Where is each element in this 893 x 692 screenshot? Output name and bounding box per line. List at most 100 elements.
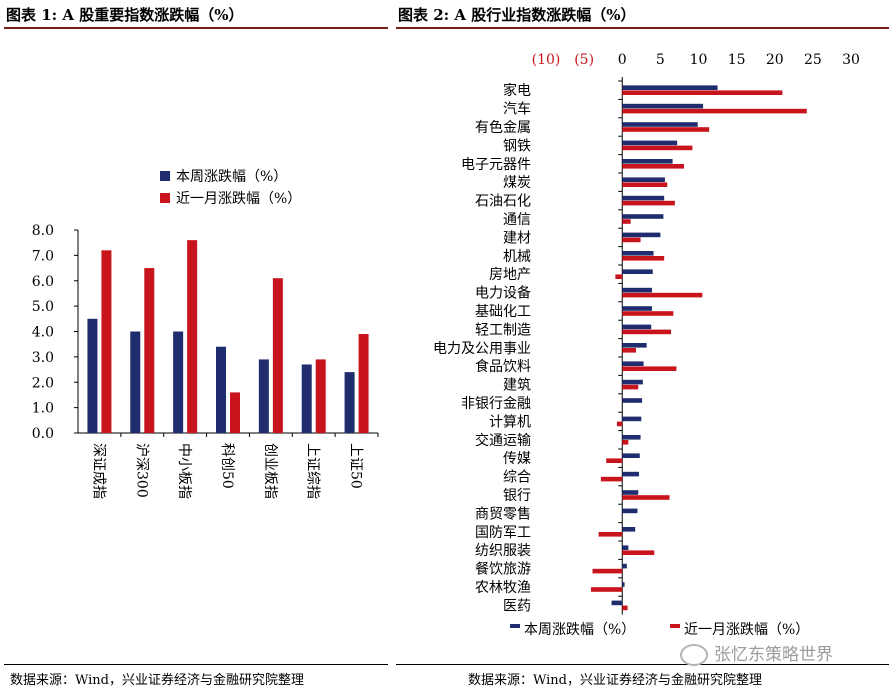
watermark-text: 张忆东策略世界 bbox=[714, 645, 833, 665]
bar-week-16 bbox=[622, 379, 643, 385]
bar-week-17 bbox=[622, 398, 643, 403]
x-tick-label: 创业板指 bbox=[262, 443, 278, 499]
bar-week-21 bbox=[622, 471, 640, 477]
figure1-title: 图表 1: A 股重要指数涨跌幅（%） bbox=[6, 6, 244, 24]
bar-month-26 bbox=[592, 568, 623, 574]
legend-swatch-1 bbox=[670, 624, 680, 628]
bar-month-1 bbox=[144, 268, 155, 433]
x-tick-label: 10 bbox=[690, 52, 708, 68]
category-label: 钢铁 bbox=[503, 138, 531, 154]
category-label: 食品饮料 bbox=[475, 358, 531, 375]
bar-month-28 bbox=[622, 605, 628, 611]
category-label: 汽车 bbox=[503, 101, 531, 118]
y-tick-label: 6.0 bbox=[32, 274, 54, 290]
figure1-bottom-rule bbox=[4, 664, 388, 665]
x-tick-label: 30 bbox=[842, 52, 860, 68]
x-tick-label: 上证综指 bbox=[305, 443, 321, 499]
y-tick-label: 7.0 bbox=[32, 248, 54, 264]
x-tick-label: 25 bbox=[804, 52, 822, 68]
bar-month-16 bbox=[622, 384, 639, 390]
category-label: 餐饮旅游 bbox=[475, 562, 531, 578]
category-label: 轻工制造 bbox=[475, 322, 531, 338]
bar-month-15 bbox=[622, 366, 677, 371]
bar-week-3 bbox=[216, 346, 226, 433]
bar-week-5 bbox=[301, 364, 312, 433]
figure1-source: 数据来源：Wind，兴业证券经济与金融研究院整理 bbox=[10, 673, 304, 688]
category-label: 商贸零售 bbox=[475, 506, 531, 522]
figure1-title-rule bbox=[4, 27, 388, 29]
y-tick-label: 5.0 bbox=[32, 299, 54, 315]
bar-month-10 bbox=[615, 274, 623, 279]
category-label: 医药 bbox=[503, 598, 531, 614]
bar-week-14 bbox=[622, 343, 647, 348]
bar-month-14 bbox=[622, 348, 636, 353]
category-label: 有色金属 bbox=[475, 119, 531, 136]
bar-week-12 bbox=[622, 306, 652, 311]
chart-industry-returns: (10) (5) 0 5 10 15 20 25 30 家电汽车有色金属钢铁电子元器件煤炭石油石化… bbox=[433, 52, 860, 638]
x-tick-label: 上证50 bbox=[348, 443, 364, 489]
legend-label-0: 本周涨跌幅（%） bbox=[176, 169, 287, 185]
x-tick-label: 沪深300 bbox=[133, 443, 149, 498]
category-label: 基础化工 bbox=[475, 303, 531, 320]
bar-week-13 bbox=[622, 324, 652, 330]
legend-swatch-1 bbox=[160, 193, 170, 203]
legend-label-1: 近一月涨跌幅（%） bbox=[684, 622, 809, 638]
y-tick-label: 3.0 bbox=[32, 350, 54, 366]
category-label: 银行 bbox=[503, 488, 531, 504]
bar-week-10 bbox=[622, 269, 653, 274]
figure2-title-rule bbox=[396, 27, 889, 29]
category-label: 计算机 bbox=[489, 414, 531, 430]
category-label: 建材 bbox=[503, 230, 531, 246]
bar-week-3 bbox=[622, 140, 678, 146]
category-label: 通信 bbox=[503, 212, 531, 228]
bar-month-24 bbox=[598, 532, 623, 537]
figure2-source: 数据来源：Wind，兴业证券经济与金融研究院整理 bbox=[468, 673, 762, 688]
category-label: 煤炭 bbox=[503, 175, 531, 191]
bar-month-21 bbox=[600, 476, 623, 482]
bar-week-6 bbox=[344, 372, 355, 433]
watermark: 张忆东策略世界 bbox=[680, 640, 833, 666]
bar-week-8 bbox=[622, 232, 661, 238]
bar-week-19 bbox=[622, 435, 641, 440]
category-label: 电子元器件 bbox=[461, 157, 531, 173]
bar-month-18 bbox=[616, 421, 623, 427]
x-tick-label: 20 bbox=[766, 52, 784, 68]
y-tick-label: 0.0 bbox=[32, 426, 54, 442]
bar-month-5 bbox=[622, 182, 668, 187]
chart-index-returns: 本周涨跌幅（%） 近一月涨跌幅（%） 0.0 1.0 2.0 3.0 4.0 5.0 6.0 7.… bbox=[32, 169, 379, 499]
category-label: 国防军工 bbox=[475, 525, 531, 541]
x-tick-label: 深证成指 bbox=[90, 443, 106, 499]
legend-swatch-0 bbox=[510, 624, 520, 628]
y-tick-label: 8.0 bbox=[32, 223, 54, 239]
category-label: 建筑 bbox=[503, 378, 531, 394]
bar-week-4 bbox=[258, 359, 269, 433]
category-label: 综合 bbox=[503, 470, 531, 486]
x-tick-label: (5) bbox=[574, 52, 594, 68]
bar-week-2 bbox=[622, 122, 698, 127]
bar-week-26 bbox=[622, 563, 627, 569]
bar-week-1 bbox=[622, 103, 704, 109]
bar-week-22 bbox=[622, 490, 639, 495]
bar-month-7 bbox=[622, 219, 631, 224]
category-label: 传媒 bbox=[503, 451, 531, 467]
bar-month-6 bbox=[358, 334, 369, 433]
bar-month-4 bbox=[622, 164, 685, 169]
bar-week-27 bbox=[622, 582, 625, 587]
wechat-icon bbox=[680, 644, 708, 666]
category-label: 非银行金融 bbox=[461, 396, 531, 412]
x-tick-label: 中小板指 bbox=[176, 443, 192, 499]
bar-month-8 bbox=[622, 237, 641, 243]
category-label: 机械 bbox=[503, 249, 531, 265]
x-tick-label: 科创50 bbox=[219, 443, 235, 489]
bar-week-23 bbox=[622, 508, 638, 514]
x-tick-label: (10) bbox=[532, 52, 561, 68]
y-tick-label: 4.0 bbox=[32, 325, 54, 341]
bar-week-7 bbox=[622, 214, 664, 219]
category-label: 交通运输 bbox=[475, 432, 531, 449]
figure2-title: 图表 2: A 股行业指数涨跌幅（%） bbox=[398, 6, 636, 24]
bar-week-24 bbox=[622, 527, 636, 532]
bar-month-2 bbox=[187, 240, 198, 433]
bar-month-2 bbox=[622, 127, 710, 132]
legend-label-0: 本周涨跌幅（%） bbox=[524, 622, 635, 638]
x-tick-label: 0 bbox=[618, 52, 627, 68]
